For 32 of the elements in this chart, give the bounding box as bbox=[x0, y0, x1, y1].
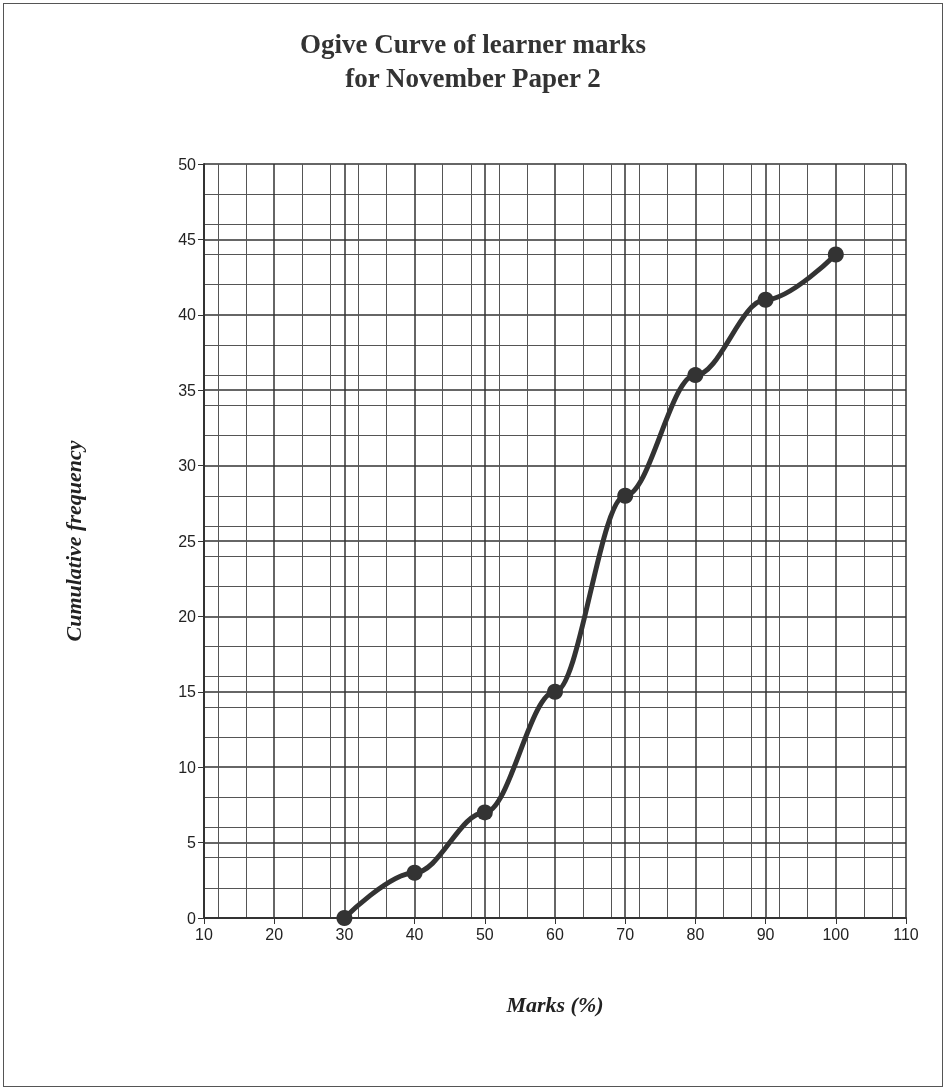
y-tick-label: 45 bbox=[178, 230, 197, 248]
point bbox=[827, 246, 844, 263]
point bbox=[336, 910, 353, 926]
x-tick-label: 50 bbox=[475, 925, 494, 943]
x-tick-label: 110 bbox=[893, 925, 919, 943]
point bbox=[406, 864, 423, 881]
y-tick-label: 20 bbox=[178, 607, 197, 625]
y-tick-label: 15 bbox=[178, 683, 197, 701]
point bbox=[547, 683, 563, 700]
y-tick-label: 25 bbox=[178, 532, 197, 550]
x-tick-label: 90 bbox=[756, 925, 775, 943]
point bbox=[687, 367, 704, 384]
point bbox=[476, 804, 493, 821]
y-tick-label: 10 bbox=[178, 758, 197, 776]
x-tick-label: 40 bbox=[405, 925, 424, 943]
x-tick-label: 60 bbox=[546, 925, 564, 943]
y-tick-label: 5 bbox=[187, 834, 197, 852]
y-tick-label: 35 bbox=[178, 381, 197, 399]
y-tick-label: 0 bbox=[187, 909, 197, 927]
y-tick-label: 50 bbox=[178, 155, 197, 173]
y-tick-label: 30 bbox=[178, 457, 197, 475]
x-axis-title: Marks (%) bbox=[505, 991, 604, 1017]
x-tick-label: 100 bbox=[822, 925, 850, 943]
point bbox=[617, 487, 634, 504]
x-tick-label: 70 bbox=[616, 925, 635, 943]
y-tick-label: 40 bbox=[178, 306, 197, 324]
y-axis-title: Cumulative frequency bbox=[60, 440, 86, 642]
x-tick-label: 80 bbox=[686, 925, 705, 943]
x-tick-label: 20 bbox=[265, 925, 284, 943]
x-tick-label: 30 bbox=[335, 925, 354, 943]
chart-title: Ogive Curve of learner marks for November Paper 2 bbox=[300, 29, 646, 93]
point bbox=[757, 291, 774, 308]
